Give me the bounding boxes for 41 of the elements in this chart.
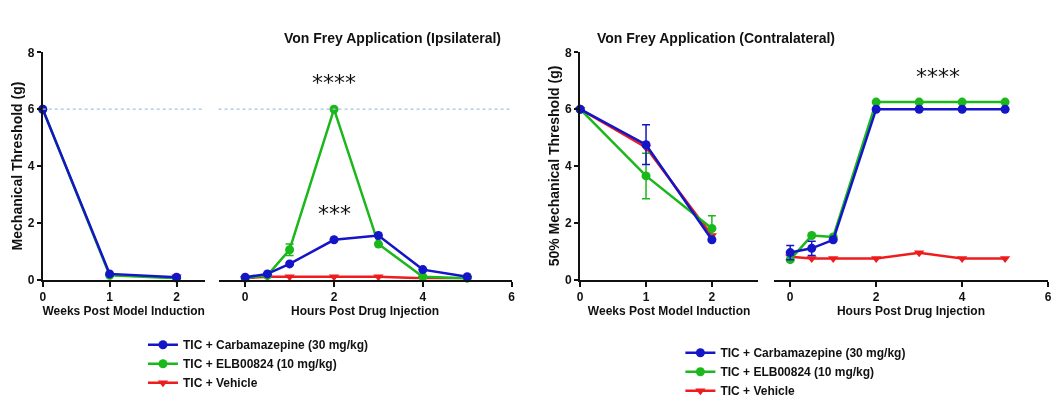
legend-label: TIC + ELB00824 (10 mg/kg): [182, 357, 337, 372]
y-tick-label: 8: [565, 45, 573, 60]
annotation: ***: [318, 201, 351, 226]
legend-label: TIC + Carbamazepine (30 mg/kg): [720, 346, 906, 361]
x-tick-label: 4: [419, 289, 427, 304]
x-tick-label: 2: [173, 289, 181, 304]
x-tick-label: 1: [642, 289, 650, 304]
y-tick-label: 0: [565, 272, 573, 287]
y-tick-label: 0: [27, 272, 35, 287]
y-axis-title: Mechanical Threshold (g): [8, 81, 25, 251]
x-tick-label: 0: [576, 289, 584, 304]
y-tick-label: 6: [27, 102, 35, 117]
x-axis-title: Hours Post Drug Injection: [291, 304, 440, 319]
x-tick-label: 6: [1044, 289, 1052, 304]
x-axis-title: Weeks Post Model Induction: [42, 304, 205, 319]
x-tick-label: 2: [872, 289, 880, 304]
x-tick-label: 0: [786, 289, 794, 304]
x-tick-label: 2: [330, 289, 338, 304]
legend-label: TIC + Carbamazepine (30 mg/kg): [182, 338, 369, 353]
legend-label: TIC + Vehicle: [182, 376, 258, 391]
x-tick-label: 1: [106, 289, 114, 304]
y-tick-label: 6: [565, 102, 573, 117]
x-tick-label: 6: [508, 289, 516, 304]
y-tick-label: 2: [27, 215, 35, 230]
chart-title: Von Frey Application (Ipsilateral): [284, 30, 502, 46]
y-tick-label: 4: [27, 159, 35, 174]
annotation: ****: [916, 64, 960, 89]
legend-label: TIC + Vehicle: [720, 384, 796, 399]
x-tick-label: 2: [708, 289, 716, 304]
legend-label: TIC + ELB00824 (10 mg/kg): [720, 365, 875, 380]
x-tick-label: 4: [958, 289, 966, 304]
y-axis-title: 50% Mechanical Threshold (g): [546, 65, 563, 267]
chart-title: Von Frey Application (Contralateral): [597, 30, 836, 46]
x-axis-title: Hours Post Drug Injection: [836, 304, 985, 319]
x-axis-title: Weeks Post Model Induction: [587, 304, 751, 319]
y-tick-label: 2: [565, 215, 573, 230]
y-tick-label: 4: [565, 159, 573, 174]
x-tick-label: 0: [39, 289, 47, 304]
annotation: ****: [312, 70, 356, 95]
x-tick-label: 0: [241, 289, 249, 304]
y-tick-label: 8: [27, 45, 35, 60]
